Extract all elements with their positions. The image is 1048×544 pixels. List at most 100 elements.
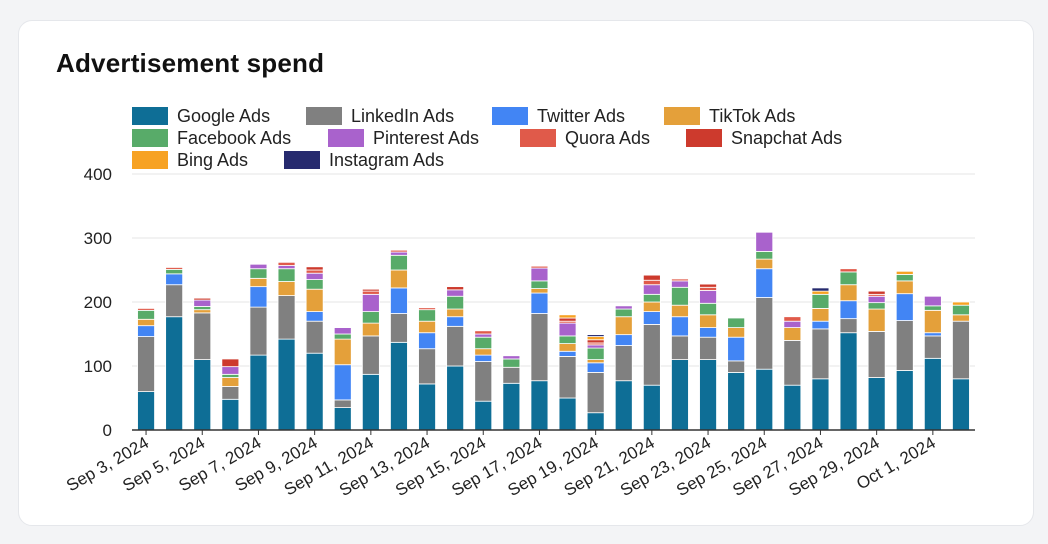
y-tick-label: 100	[84, 357, 112, 376]
bar-segment	[502, 382, 521, 431]
bar-segment	[502, 366, 521, 384]
bar-segment	[474, 400, 493, 431]
bar-segment	[530, 265, 549, 269]
bar-segment	[333, 338, 352, 366]
bar-segment	[361, 373, 380, 431]
legend-swatch	[306, 107, 342, 125]
bar-segment	[671, 359, 689, 431]
legend-label[interactable]: Quora Ads	[565, 128, 650, 148]
bar-segment	[137, 391, 155, 431]
bar-segment	[474, 354, 493, 362]
bar-segment	[923, 357, 942, 431]
bar-segment	[249, 268, 268, 279]
bar-segment	[727, 327, 746, 338]
legend-swatch	[664, 107, 700, 125]
bar-segment	[727, 336, 746, 362]
bar-segment	[867, 290, 886, 295]
legend-label[interactable]: Google Ads	[177, 106, 270, 126]
bar-segment	[502, 355, 521, 360]
bar-segment	[586, 412, 605, 431]
legend-label[interactable]: Instagram Ads	[329, 150, 444, 170]
bar-segment	[586, 344, 605, 349]
chart-title: Advertisement spend	[56, 48, 325, 78]
bar-segment	[614, 334, 633, 346]
bar-segment	[558, 335, 577, 345]
bar-segment	[699, 290, 717, 304]
bar-segment	[446, 316, 465, 327]
bar-segment	[895, 370, 914, 431]
bar-segment	[137, 325, 155, 337]
bar-segment	[390, 313, 408, 343]
bar-segment	[137, 309, 155, 320]
bar-segment	[474, 361, 493, 402]
legend-label[interactable]: Bing Ads	[177, 150, 248, 170]
bar-segment	[446, 286, 465, 291]
bar-segment	[221, 373, 240, 378]
bar-segment	[418, 307, 436, 311]
bar-segment	[671, 335, 689, 361]
bar-segment	[446, 325, 465, 367]
bar-segment	[361, 288, 380, 292]
bar-segment	[446, 308, 465, 318]
bar-segment	[390, 251, 408, 256]
bar-segment	[586, 339, 605, 344]
bar-segment	[446, 289, 465, 297]
bar-segment	[699, 336, 717, 361]
bar-segment	[614, 345, 633, 382]
bar-segment	[333, 407, 352, 431]
bar-segment	[502, 358, 521, 368]
bar-segment	[390, 341, 408, 431]
legend-label[interactable]: Facebook Ads	[177, 128, 291, 148]
bar-segment	[699, 286, 717, 291]
bar-segment	[895, 280, 914, 295]
bar-segment	[390, 254, 408, 271]
bar-segment	[783, 384, 802, 431]
bar-segment	[361, 290, 380, 295]
legend-swatch	[492, 107, 528, 125]
legend-label[interactable]: Pinterest Ads	[373, 128, 479, 148]
bar-segment	[586, 347, 605, 360]
bar-segment	[361, 322, 380, 337]
bar-segment	[333, 364, 352, 401]
bar-segment	[221, 398, 240, 431]
bar-segment	[193, 299, 212, 307]
legend-swatch	[520, 129, 556, 147]
bar-segment	[923, 309, 942, 334]
bar-segment	[727, 360, 746, 373]
bar-segment	[165, 316, 184, 431]
bar-segment	[446, 295, 465, 310]
bar-segment	[811, 320, 830, 330]
bar-segment	[586, 336, 605, 341]
bar-segment	[474, 330, 493, 335]
bar-segment	[614, 316, 633, 336]
bar-segment	[558, 317, 577, 322]
bar-segment	[277, 338, 296, 431]
legend-label[interactable]: TikTok Ads	[709, 106, 795, 126]
bar-segment	[474, 333, 493, 338]
bar-segment	[867, 331, 886, 378]
bar-segment	[839, 318, 858, 334]
legend-swatch	[132, 151, 168, 169]
bar-segment	[277, 295, 296, 340]
bar-segment	[530, 280, 549, 289]
y-tick-label: 0	[103, 421, 112, 440]
bar-segment	[755, 297, 774, 370]
bar-segment	[671, 280, 689, 288]
bar-segment	[137, 318, 155, 327]
bar-segment	[558, 322, 577, 337]
legend-label[interactable]: Snapchat Ads	[731, 128, 842, 148]
bar-segment	[642, 301, 661, 313]
bar-segment	[249, 277, 268, 288]
bar-segment	[895, 293, 914, 321]
bar-segment	[811, 287, 830, 292]
bar-segment	[418, 383, 436, 431]
bar-segment	[333, 399, 352, 409]
bar-segment	[839, 300, 858, 320]
bar-segment	[755, 258, 774, 270]
bar-segment	[839, 332, 858, 431]
bar-segment	[221, 358, 240, 368]
bar-segment	[923, 335, 942, 359]
legend-label[interactable]: LinkedIn Ads	[351, 106, 454, 126]
legend-label[interactable]: Twitter Ads	[537, 106, 625, 126]
bar-segment	[277, 281, 296, 296]
